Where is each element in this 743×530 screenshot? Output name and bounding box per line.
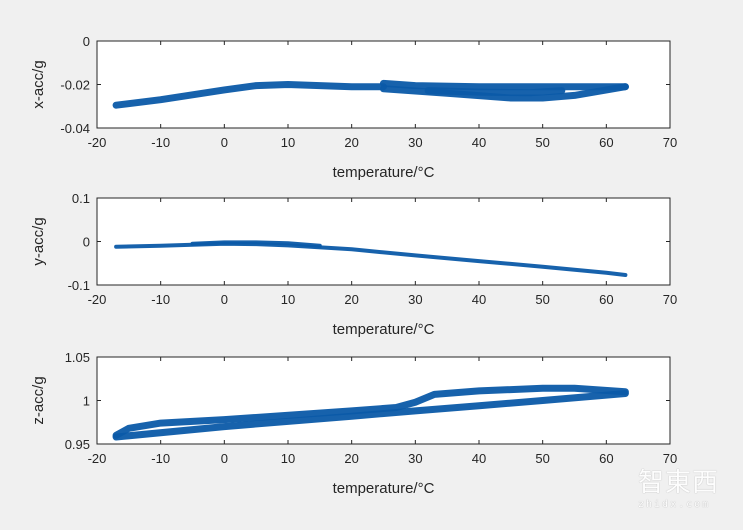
x-tick-label: 40 [472, 135, 486, 150]
x-axis-label: temperature/°C [333, 321, 435, 338]
x-tick-label: -20 [88, 292, 107, 307]
subplot-2: -20 -10 0 10 20 30 40 50 60 70 -0.1 0 0.1 temperature… [30, 191, 677, 338]
x-tick-label: 50 [535, 451, 549, 466]
series-line-2 [380, 79, 629, 91]
x-tick-label: 60 [599, 135, 613, 150]
series-line-4 [424, 87, 566, 97]
x-tick-label: 70 [663, 135, 677, 150]
x-tick-label: -10 [151, 451, 170, 466]
watermark-cn: 智東西 [638, 468, 720, 498]
x-tick-label: 40 [472, 451, 486, 466]
x-axis-label: temperature/°C [333, 480, 435, 497]
x-tick-label: 10 [281, 135, 295, 150]
y-axis-label: z-acc/g [30, 376, 47, 424]
x-tick-label: 20 [344, 292, 358, 307]
y-axis-label: y-acc/g [30, 217, 47, 265]
watermark-logo: 智東西 zhidx.com [638, 462, 719, 510]
x-axis-label: temperature/°C [333, 164, 435, 181]
series-line-1 [112, 390, 629, 441]
y-tick-label: -0.1 [68, 278, 90, 293]
x-tick-label: 40 [472, 292, 486, 307]
y-tick-label: 0 [83, 235, 90, 250]
x-tick-label: 60 [599, 292, 613, 307]
x-tick-label: 70 [663, 292, 677, 307]
x-tick-label: 0 [221, 135, 228, 150]
x-tick-label: 10 [281, 451, 295, 466]
y-tick-label: 0.1 [72, 191, 90, 206]
watermark-en: zhidx.com [638, 499, 711, 510]
y-tick-label: -0.04 [60, 121, 90, 136]
y-tick-label: -0.02 [60, 78, 90, 93]
x-tick-label: 20 [344, 451, 358, 466]
subplot-1: -20 -10 0 10 20 30 40 50 60 70 -0.04 -0.02 0 temperat… [30, 34, 677, 181]
x-tick-label: -10 [151, 135, 170, 150]
y-tick-label: 0.95 [65, 437, 90, 452]
x-tick-label: -10 [151, 292, 170, 307]
series-line-1 [112, 81, 387, 109]
x-tick-label: 20 [344, 135, 358, 150]
x-tick-label: -20 [88, 135, 107, 150]
x-tick-label: 0 [221, 292, 228, 307]
x-tick-label: 70 [663, 451, 677, 466]
y-tick-label: 0 [83, 34, 90, 49]
x-tick-label: 30 [408, 292, 422, 307]
subplot-3: -20 -10 0 10 20 30 40 50 60 70 0.95 1 1.05 temperatur… [30, 350, 677, 497]
x-tick-label: 0 [221, 451, 228, 466]
x-tick-label: 50 [535, 292, 549, 307]
y-tick-label: 1.05 [65, 350, 90, 365]
x-tick-label: 30 [408, 135, 422, 150]
y-axis-label: x-acc/g [30, 60, 47, 108]
x-tick-label: -20 [88, 451, 107, 466]
x-tick-label: 10 [281, 292, 295, 307]
x-tick-label: 50 [535, 135, 549, 150]
x-tick-label: 30 [408, 451, 422, 466]
y-tick-label: 1 [83, 394, 90, 409]
x-tick-label: 60 [599, 451, 613, 466]
series-line-2 [190, 240, 322, 248]
series-line-2 [112, 384, 629, 439]
